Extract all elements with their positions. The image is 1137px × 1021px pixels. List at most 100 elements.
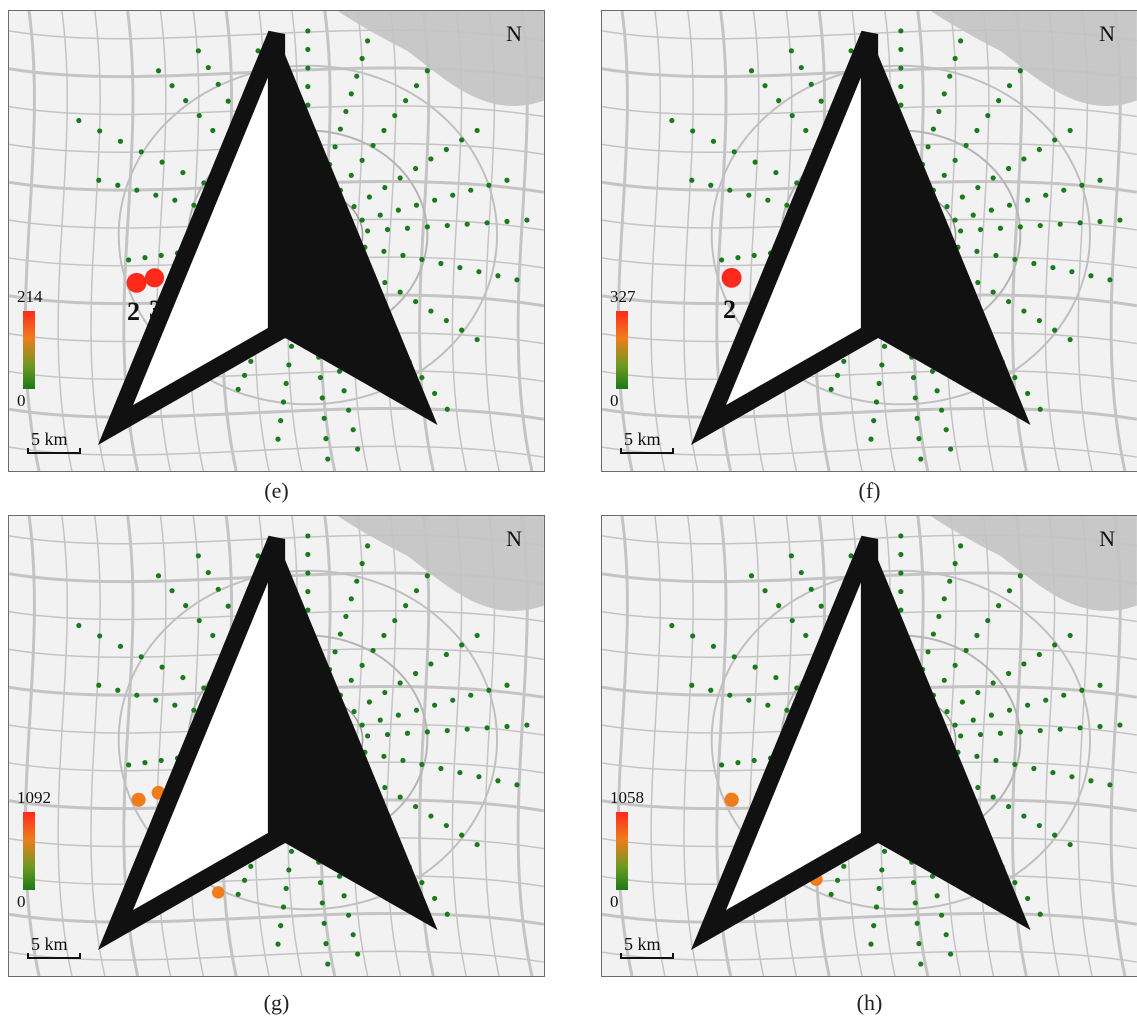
road-line bbox=[602, 534, 1137, 547]
metro-station-dot bbox=[225, 98, 231, 104]
metro-station-dot bbox=[1050, 769, 1056, 776]
metro-station-dot bbox=[428, 661, 434, 667]
metro-station-dot bbox=[183, 603, 189, 609]
metro-station-dot bbox=[1006, 707, 1013, 713]
metro-station-dot bbox=[941, 677, 947, 683]
metro-station-dot bbox=[413, 707, 420, 713]
metro-station-dot bbox=[914, 920, 920, 926]
metro-station-dot bbox=[776, 98, 782, 104]
metro-station-dot bbox=[941, 172, 947, 178]
metro-station-dot bbox=[1006, 298, 1012, 305]
metro-station-dot bbox=[977, 226, 984, 233]
north-label: N bbox=[1099, 526, 1115, 551]
legend-color-bar bbox=[23, 812, 35, 890]
metro-station-dot bbox=[504, 218, 510, 225]
metro-station-dot bbox=[392, 617, 398, 624]
metro-station-dot bbox=[365, 543, 371, 549]
metro-station-dot bbox=[977, 731, 984, 738]
metro-station-dot bbox=[1088, 273, 1094, 279]
metro-station-dot bbox=[278, 923, 284, 929]
metro-station-dot bbox=[1017, 224, 1023, 230]
metro-station-dot bbox=[305, 533, 311, 539]
metro-station-dot bbox=[868, 436, 874, 442]
metro-station-dot bbox=[397, 289, 403, 295]
legend-max: 214 bbox=[17, 287, 43, 306]
metro-station-dot bbox=[432, 390, 438, 397]
metro-station-dot bbox=[172, 197, 178, 203]
metro-station-dot bbox=[879, 362, 885, 368]
metro-station-dot bbox=[474, 127, 480, 134]
metro-station-dot bbox=[963, 142, 969, 149]
metro-station-dot bbox=[196, 112, 202, 119]
metro-station-dot bbox=[669, 622, 675, 629]
road-line bbox=[602, 874, 1137, 888]
metro-station-dot bbox=[325, 456, 331, 462]
metro-station-dot bbox=[958, 543, 964, 549]
metro-station-dot bbox=[205, 569, 211, 576]
metro-station-dot bbox=[776, 603, 782, 609]
road-line bbox=[683, 11, 699, 471]
road-line bbox=[1044, 11, 1060, 471]
metro-station-dot bbox=[350, 932, 356, 938]
road-line bbox=[1044, 516, 1060, 976]
metro-station-dot bbox=[719, 257, 725, 263]
metro-station-dot bbox=[457, 264, 463, 271]
metro-station-dot bbox=[784, 707, 790, 713]
metro-station-dot bbox=[419, 880, 425, 886]
legend-min: 0 bbox=[610, 391, 619, 410]
road-line bbox=[9, 912, 544, 926]
station-hotspot bbox=[211, 886, 225, 899]
road-line bbox=[9, 874, 544, 888]
metro-station-dot bbox=[912, 395, 918, 401]
metro-station-dot bbox=[818, 603, 824, 609]
metro-station-dot bbox=[210, 127, 216, 134]
metro-station-dot bbox=[963, 647, 969, 654]
metro-station-dot bbox=[1036, 651, 1042, 658]
metro-station-dot bbox=[990, 175, 996, 181]
metro-station-dot bbox=[689, 177, 695, 183]
metro-station-dot bbox=[180, 170, 186, 176]
metro-station-dot bbox=[332, 144, 338, 150]
metro-station-dot bbox=[1067, 841, 1073, 848]
metro-station-dot bbox=[275, 436, 281, 442]
road-line bbox=[451, 11, 467, 471]
metro-station-dot bbox=[876, 380, 882, 387]
metro-station-dot bbox=[879, 867, 885, 873]
metro-station-dot bbox=[384, 731, 391, 738]
metro-station-dot bbox=[834, 877, 841, 883]
metro-station-dot bbox=[1021, 308, 1027, 314]
metro-station-dot bbox=[898, 533, 904, 539]
legend-color-bar bbox=[23, 311, 35, 389]
metro-station-dot bbox=[708, 182, 714, 188]
metro-station-dot bbox=[350, 427, 356, 433]
metro-station-dot bbox=[255, 553, 261, 559]
caption-h: (h) bbox=[856, 990, 883, 1015]
metro-station-dot bbox=[384, 226, 391, 233]
metro-station-dot bbox=[381, 127, 387, 134]
metro-station-dot bbox=[248, 863, 254, 869]
north-label: N bbox=[506, 526, 522, 551]
metro-station-dot bbox=[914, 415, 920, 421]
metro-station-dot bbox=[871, 418, 877, 424]
metro-station-dot bbox=[444, 406, 450, 412]
metro-station-dot bbox=[1057, 726, 1063, 732]
metro-station-dot bbox=[959, 194, 965, 200]
metro-station-dot bbox=[343, 613, 349, 620]
metro-station-dot bbox=[752, 664, 758, 670]
metro-station-dot bbox=[305, 102, 311, 108]
north-label: N bbox=[1099, 21, 1115, 46]
metro-station-dot bbox=[201, 685, 207, 691]
metro-station-dot bbox=[153, 697, 159, 703]
metro-station-dot bbox=[336, 368, 343, 374]
metro-station-dot bbox=[1025, 895, 1031, 902]
metro-station-dot bbox=[343, 108, 349, 115]
metro-station-dot bbox=[153, 192, 159, 198]
metro-station-dot bbox=[690, 128, 696, 134]
metro-station-dot bbox=[354, 578, 360, 584]
metro-station-dot bbox=[468, 187, 474, 193]
road-line bbox=[1109, 11, 1127, 471]
metro-station-dot bbox=[751, 757, 757, 764]
metro-station-dot bbox=[323, 941, 329, 947]
metro-station-dot bbox=[474, 632, 480, 639]
metro-station-dot bbox=[205, 64, 211, 71]
